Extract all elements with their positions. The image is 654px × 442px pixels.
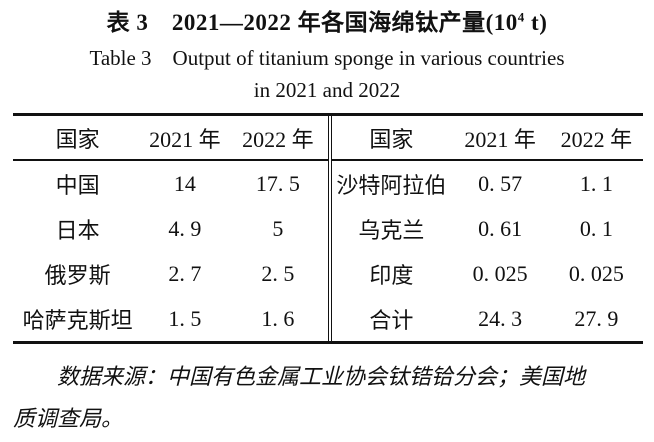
titanium-sponge-output-table: 国家 2021 年 2022 年 中国 14 17. 5 日本 4. 9 5 俄… [13, 113, 643, 344]
table-row: 印度 0. 025 0. 025 [332, 251, 643, 296]
cell-2021-total: 24. 3 [478, 305, 523, 331]
cell-2022-value: 0. 025 [568, 260, 624, 286]
table-row: 中国 14 17. 5 [13, 161, 328, 206]
cell-country: 日本 [55, 217, 100, 243]
table-title-cn: 表 3 2021—2022 年各国海绵钛产量(104 t) [0, 8, 654, 38]
cell-2021-value: 2. 7 [168, 260, 202, 286]
table-total-row: 合计 24. 3 27. 9 [332, 296, 643, 341]
cell-2022-value: 1. 6 [261, 305, 295, 331]
cell-country: 俄罗斯 [44, 262, 111, 288]
cell-country: 印度 [369, 262, 414, 288]
table-title-cn-text: 表 3 2021—2022 年各国海绵钛产量(10 [106, 10, 518, 35]
cell-2021-value: 14 [173, 170, 196, 196]
table-left-half: 国家 2021 年 2022 年 中国 14 17. 5 日本 4. 9 5 俄… [13, 116, 333, 341]
table-title-en-line2: in 2021 and 2022 [253, 78, 401, 102]
cell-2022-total: 27. 9 [574, 305, 619, 331]
table-title-en-line1: Table 3 Output of titanium sponge in var… [89, 46, 565, 70]
header-2021: 2021 年 [464, 126, 536, 152]
header-country: 国家 [55, 126, 100, 152]
table-right-header-row: 国家 2021 年 2022 年 [332, 116, 643, 161]
cell-2022-value: 0. 1 [579, 215, 613, 241]
header-country: 国家 [369, 126, 414, 152]
cell-country: 哈萨克斯坦 [22, 307, 133, 333]
cell-2021-value: 1. 5 [168, 305, 202, 331]
table-row: 哈萨克斯坦 1. 5 1. 6 [13, 296, 328, 341]
cell-country: 乌克兰 [358, 217, 425, 243]
table-title-cn-unit: t) [524, 10, 548, 35]
cell-2021-value: 4. 9 [168, 215, 202, 241]
data-source-footnote: 数据来源：中国有色金属工业协会钛锆铪分会；美国地 质调查局。 [13, 356, 643, 440]
cell-total-label: 合计 [369, 307, 414, 333]
table-row: 乌克兰 0. 61 0. 1 [332, 206, 643, 251]
table-left-header-row: 国家 2021 年 2022 年 [13, 116, 329, 161]
cell-2022-value: 2. 5 [261, 260, 295, 286]
header-2022: 2022 年 [242, 126, 314, 152]
header-2022: 2022 年 [560, 126, 633, 152]
header-2021: 2021 年 [149, 126, 221, 152]
cell-2022-value: 17. 5 [255, 170, 300, 196]
table-row: 沙特阿拉伯 0. 57 1. 1 [332, 161, 643, 206]
cell-2021-value: 0. 61 [478, 215, 523, 241]
cell-2022-value: 5 [272, 215, 284, 241]
table-row: 俄罗斯 2. 7 2. 5 [13, 251, 328, 296]
cell-2021-value: 0. 57 [478, 170, 523, 196]
title-superscript-4: 4 [517, 9, 525, 25]
cell-country: 沙特阿拉伯 [336, 172, 447, 198]
footnote-line1: 数据来源：中国有色金属工业协会钛锆铪分会；美国地 [57, 364, 586, 389]
table-row: 日本 4. 9 5 [13, 206, 328, 251]
cell-2021-value: 0. 025 [472, 260, 528, 286]
cell-country: 中国 [55, 172, 100, 198]
table-right-half: 国家 2021 年 2022 年 沙特阿拉伯 0. 57 1. 1 乌克兰 0.… [332, 116, 643, 341]
cell-2022-value: 1. 1 [579, 170, 613, 196]
footnote-line2: 质调查局。 [13, 406, 124, 431]
